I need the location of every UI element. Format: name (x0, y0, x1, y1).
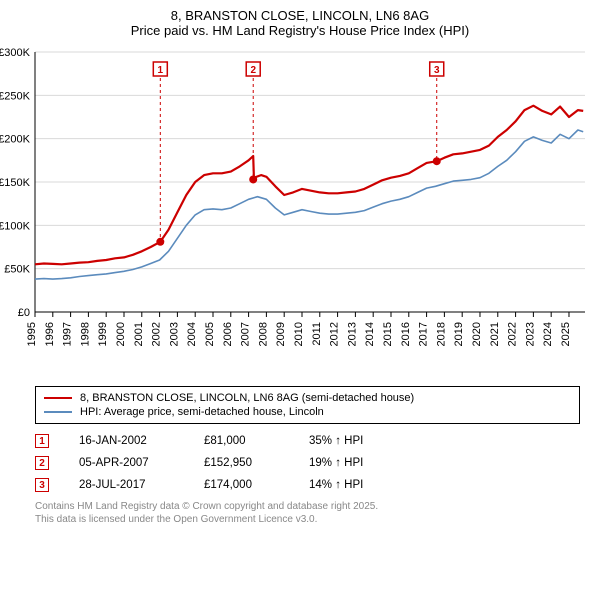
sale-price: £152,950 (204, 457, 279, 469)
svg-text:2012: 2012 (329, 322, 341, 346)
title-block: 8, BRANSTON CLOSE, LINCOLN, LN6 8AG Pric… (0, 0, 600, 42)
legend-swatch (44, 397, 72, 400)
svg-text:2000: 2000 (115, 322, 127, 346)
svg-text:2022: 2022 (507, 322, 519, 346)
svg-text:3: 3 (434, 65, 440, 76)
svg-text:£150K: £150K (0, 177, 31, 189)
svg-text:£0: £0 (18, 307, 30, 319)
svg-text:£50K: £50K (4, 264, 30, 276)
svg-text:1: 1 (158, 65, 164, 76)
svg-text:2016: 2016 (400, 322, 412, 346)
legend-swatch (44, 411, 72, 414)
svg-text:2004: 2004 (186, 322, 198, 346)
svg-text:£200K: £200K (0, 134, 31, 146)
svg-text:2021: 2021 (489, 322, 501, 346)
sales-row: 1 16-JAN-2002 £81,000 35% ↑ HPI (35, 430, 580, 452)
svg-text:2019: 2019 (453, 322, 465, 346)
footnote: Contains HM Land Registry data © Crown c… (35, 500, 580, 526)
svg-text:£100K: £100K (0, 220, 31, 232)
sale-delta: 14% ↑ HPI (309, 479, 404, 491)
svg-text:2008: 2008 (257, 322, 269, 346)
svg-text:2020: 2020 (471, 322, 483, 346)
svg-text:2009: 2009 (275, 322, 287, 346)
svg-text:2024: 2024 (542, 322, 554, 346)
svg-text:2003: 2003 (168, 322, 180, 346)
title-subtitle: Price paid vs. HM Land Registry's House … (0, 23, 600, 38)
chart-svg: £0 £50K £100K £150K £200K £250K £300K 1995 1996 1… (0, 42, 600, 382)
svg-text:2011: 2011 (311, 322, 323, 346)
sales-row: 3 28-JUL-2017 £174,000 14% ↑ HPI (35, 474, 580, 496)
sale-marker-icon: 1 (35, 434, 49, 448)
sales-row: 2 05-APR-2007 £152,950 19% ↑ HPI (35, 452, 580, 474)
legend-label: 8, BRANSTON CLOSE, LINCOLN, LN6 8AG (sem… (80, 392, 414, 404)
title-address: 8, BRANSTON CLOSE, LINCOLN, LN6 8AG (0, 8, 600, 23)
svg-text:2007: 2007 (240, 322, 252, 346)
svg-text:2002: 2002 (151, 322, 163, 346)
svg-text:2001: 2001 (133, 322, 145, 346)
svg-text:2013: 2013 (346, 322, 358, 346)
sale-delta: 19% ↑ HPI (309, 457, 404, 469)
svg-text:2023: 2023 (524, 322, 536, 346)
svg-text:1997: 1997 (62, 322, 74, 346)
legend-row: HPI: Average price, semi-detached house,… (44, 405, 571, 419)
svg-text:2017: 2017 (418, 322, 430, 346)
svg-text:2014: 2014 (364, 322, 376, 346)
legend-label: HPI: Average price, semi-detached house,… (80, 406, 324, 418)
svg-text:£300K: £300K (0, 47, 31, 59)
svg-text:1998: 1998 (79, 322, 91, 346)
svg-text:2010: 2010 (293, 322, 305, 346)
svg-text:2018: 2018 (435, 322, 447, 346)
sale-price: £174,000 (204, 479, 279, 491)
legend-row: 8, BRANSTON CLOSE, LINCOLN, LN6 8AG (sem… (44, 391, 571, 405)
sale-price: £81,000 (204, 435, 279, 447)
chart-container: 8, BRANSTON CLOSE, LINCOLN, LN6 8AG Pric… (0, 0, 600, 526)
sale-date: 16-JAN-2002 (79, 435, 174, 447)
svg-text:2: 2 (250, 65, 256, 76)
sale-marker-icon: 3 (35, 478, 49, 492)
svg-text:2025: 2025 (560, 322, 572, 346)
svg-text:1996: 1996 (44, 322, 56, 346)
svg-text:1999: 1999 (97, 322, 109, 346)
chart-area: £0 £50K £100K £150K £200K £250K £300K 1995 1996 1… (0, 42, 600, 382)
sale-date: 05-APR-2007 (79, 457, 174, 469)
svg-text:2015: 2015 (382, 322, 394, 346)
svg-text:2005: 2005 (204, 322, 216, 346)
sale-date: 28-JUL-2017 (79, 479, 174, 491)
footnote-line: This data is licensed under the Open Gov… (35, 513, 580, 526)
sale-marker-icon: 2 (35, 456, 49, 470)
svg-text:2006: 2006 (222, 322, 234, 346)
svg-text:£250K: £250K (0, 90, 31, 102)
sale-delta: 35% ↑ HPI (309, 435, 404, 447)
legend: 8, BRANSTON CLOSE, LINCOLN, LN6 8AG (sem… (35, 386, 580, 424)
footnote-line: Contains HM Land Registry data © Crown c… (35, 500, 580, 513)
svg-text:1995: 1995 (26, 322, 38, 346)
sales-table: 1 16-JAN-2002 £81,000 35% ↑ HPI 2 05-APR… (35, 430, 580, 496)
